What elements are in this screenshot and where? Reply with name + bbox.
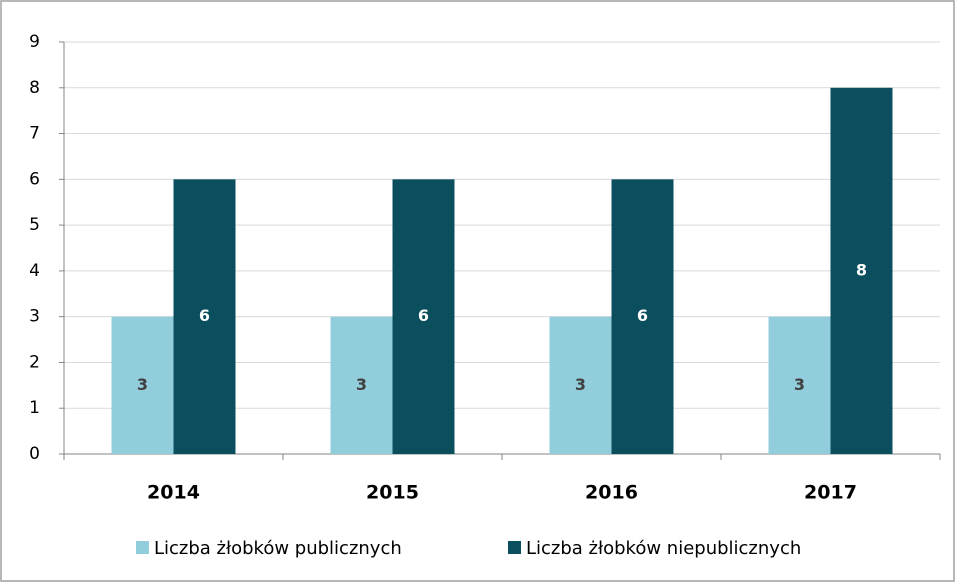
y-tick-label: 4 bbox=[29, 261, 40, 281]
bar bbox=[173, 179, 236, 455]
legend-label: Liczba żłobków publicznych bbox=[154, 538, 402, 559]
data-label: 6 bbox=[199, 306, 210, 325]
legend-swatch bbox=[508, 541, 521, 554]
y-tick-label: 5 bbox=[29, 215, 40, 235]
legend-swatch bbox=[136, 541, 149, 554]
x-tick-label: 2015 bbox=[366, 482, 419, 504]
data-label: 3 bbox=[137, 375, 148, 394]
legend-label: Liczba żłobków niepublicznych bbox=[526, 538, 801, 559]
data-label: 6 bbox=[637, 306, 648, 325]
y-tick-label: 8 bbox=[29, 78, 40, 98]
y-tick-label: 9 bbox=[29, 32, 40, 52]
bar bbox=[111, 316, 174, 454]
x-tick-label: 2014 bbox=[147, 482, 200, 504]
y-tick-label: 3 bbox=[29, 307, 40, 327]
x-tick-label: 2016 bbox=[585, 482, 638, 504]
bar bbox=[830, 87, 893, 455]
bar bbox=[392, 179, 455, 455]
bar bbox=[611, 179, 674, 455]
y-tick-label: 6 bbox=[29, 169, 40, 189]
data-label: 3 bbox=[356, 375, 367, 394]
data-label: 8 bbox=[856, 260, 867, 279]
data-label: 3 bbox=[794, 375, 805, 394]
bar bbox=[768, 316, 831, 454]
y-tick-label: 1 bbox=[29, 398, 40, 418]
x-tick-label: 2017 bbox=[804, 482, 857, 504]
y-tick-label: 0 bbox=[29, 444, 40, 464]
y-tick-label: 7 bbox=[29, 124, 40, 144]
data-label: 3 bbox=[575, 375, 586, 394]
data-label: 6 bbox=[418, 306, 429, 325]
y-tick-label: 2 bbox=[29, 352, 40, 372]
bar bbox=[330, 316, 393, 454]
bar bbox=[549, 316, 612, 454]
